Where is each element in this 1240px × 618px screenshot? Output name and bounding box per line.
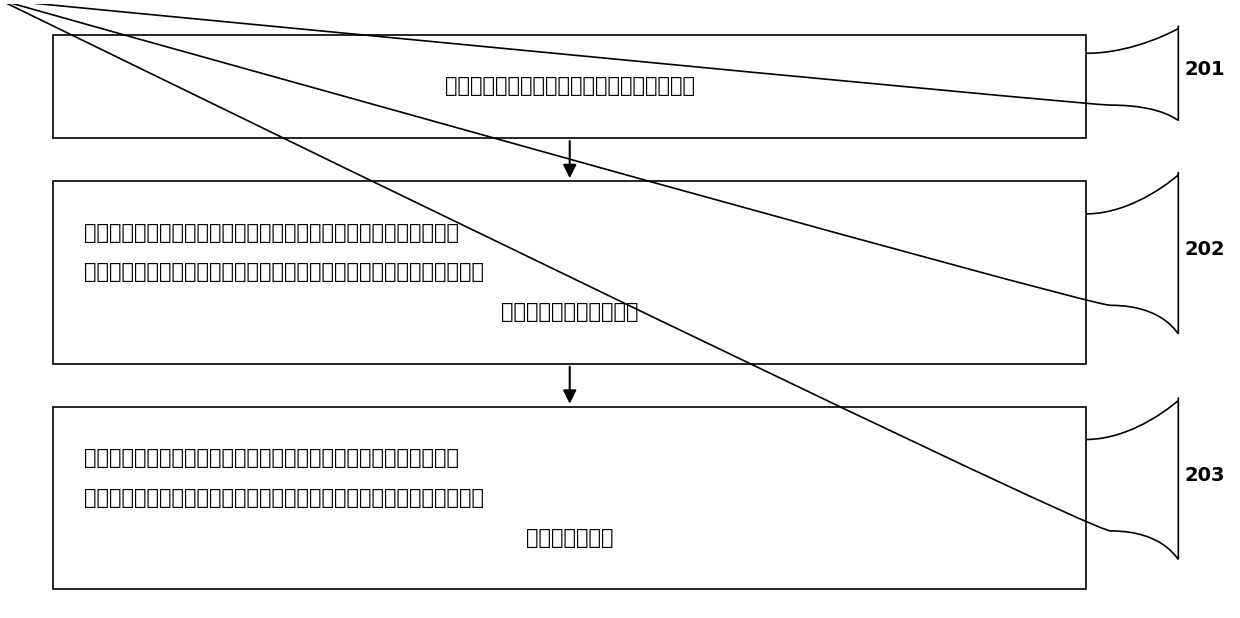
Text: 测量点的辐射参数，结合各区域的辐射量和辐射参数计算这些关键测量点: 测量点的辐射参数，结合各区域的辐射量和辐射参数计算这些关键测量点 bbox=[84, 488, 484, 508]
Text: 核扩散路径的先后顺序依次计算核反应堆的一回路、反应堆厂房、辅助厂: 核扩散路径的先后顺序依次计算核反应堆的一回路、反应堆厂房、辅助厂 bbox=[84, 263, 484, 282]
Text: 房以及大气区域的辐射量: 房以及大气区域的辐射量 bbox=[501, 302, 639, 322]
Text: 202: 202 bbox=[1184, 240, 1225, 259]
Bar bbox=[53, 181, 1086, 364]
Text: 的实时辐射浓度: 的实时辐射浓度 bbox=[526, 528, 614, 548]
Text: 203: 203 bbox=[1184, 465, 1225, 485]
Bar bbox=[53, 407, 1086, 590]
Text: 在模拟核事故发生后，确定核反应堆的辐射量: 在模拟核事故发生后，确定核反应堆的辐射量 bbox=[445, 77, 694, 96]
Text: 获取核反应堆的一回路、反应堆厂房、辅助厂房以及大气区域的关键: 获取核反应堆的一回路、反应堆厂房、辅助厂房以及大气区域的关键 bbox=[84, 449, 459, 468]
Text: 201: 201 bbox=[1184, 60, 1225, 79]
Text: 在核辐射从所述核反应堆向预设的多个目标区域扩散的过程中，按照: 在核辐射从所述核反应堆向预设的多个目标区域扩散的过程中，按照 bbox=[84, 223, 459, 243]
Bar bbox=[53, 35, 1086, 138]
